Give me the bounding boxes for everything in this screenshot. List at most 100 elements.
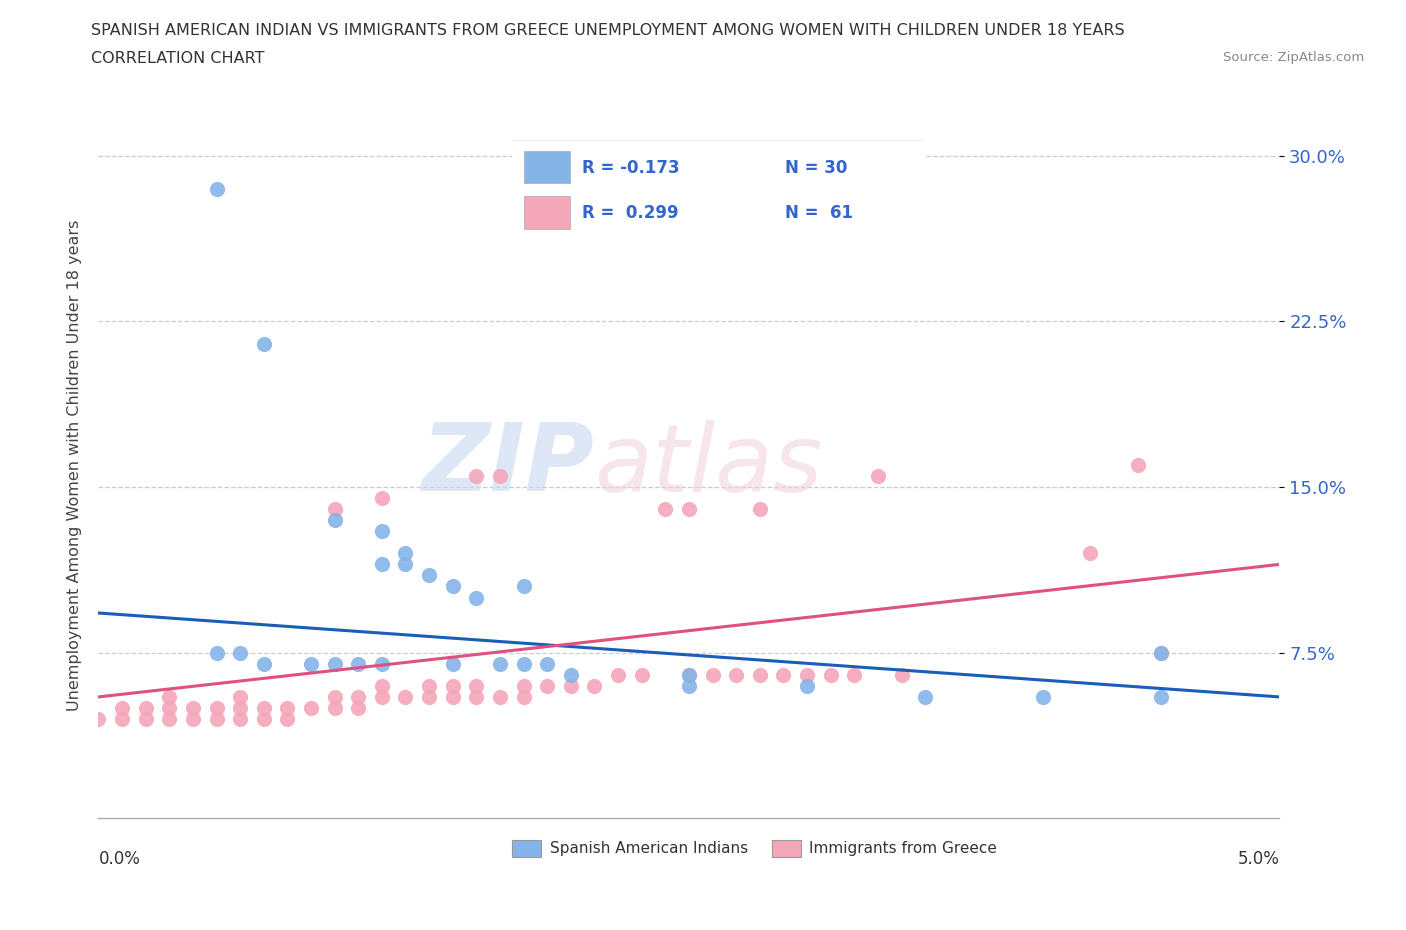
Point bbox=[1080, 546, 1102, 561]
Point bbox=[512, 679, 534, 694]
Text: CORRELATION CHART: CORRELATION CHART bbox=[91, 51, 264, 66]
Point bbox=[560, 668, 582, 683]
Point bbox=[536, 657, 558, 671]
Point bbox=[512, 657, 534, 671]
Point bbox=[796, 668, 818, 683]
Point bbox=[465, 591, 488, 605]
Point bbox=[796, 679, 818, 694]
Point bbox=[607, 668, 630, 683]
Point bbox=[205, 645, 228, 660]
FancyBboxPatch shape bbox=[772, 840, 801, 857]
Point bbox=[371, 524, 394, 538]
Point bbox=[299, 657, 322, 671]
Point bbox=[111, 700, 134, 715]
Point bbox=[748, 502, 770, 517]
Y-axis label: Unemployment Among Women with Children Under 18 years: Unemployment Among Women with Children U… bbox=[66, 219, 82, 711]
Point bbox=[111, 711, 134, 726]
Point bbox=[347, 700, 370, 715]
Point bbox=[157, 711, 180, 726]
Point bbox=[323, 700, 346, 715]
Point bbox=[418, 568, 440, 583]
Point bbox=[323, 512, 346, 527]
Point bbox=[489, 689, 512, 704]
Point bbox=[844, 668, 866, 683]
Point bbox=[181, 711, 204, 726]
Point bbox=[725, 668, 748, 683]
Point bbox=[205, 711, 228, 726]
Point bbox=[678, 668, 700, 683]
Point bbox=[394, 546, 416, 561]
Point bbox=[678, 679, 700, 694]
Point bbox=[914, 689, 936, 704]
Point bbox=[465, 689, 488, 704]
Point bbox=[465, 679, 488, 694]
Point bbox=[536, 679, 558, 694]
Point bbox=[299, 700, 322, 715]
Point bbox=[371, 491, 394, 506]
Point bbox=[890, 668, 912, 683]
Point bbox=[253, 700, 276, 715]
Point bbox=[678, 502, 700, 517]
Point bbox=[441, 579, 464, 594]
Point bbox=[1150, 645, 1173, 660]
Point bbox=[1126, 458, 1149, 472]
Point bbox=[748, 668, 770, 683]
Point bbox=[1150, 645, 1173, 660]
Point bbox=[323, 689, 346, 704]
Text: Immigrants from Greece: Immigrants from Greece bbox=[810, 842, 997, 857]
Point bbox=[323, 657, 346, 671]
Point bbox=[276, 700, 298, 715]
Text: 5.0%: 5.0% bbox=[1237, 850, 1279, 869]
Point bbox=[205, 700, 228, 715]
Point bbox=[702, 668, 724, 683]
Point bbox=[371, 679, 394, 694]
Point bbox=[87, 711, 110, 726]
Point bbox=[560, 679, 582, 694]
Point bbox=[205, 181, 228, 196]
Point bbox=[347, 689, 370, 704]
Text: 0.0%: 0.0% bbox=[98, 850, 141, 869]
Point bbox=[253, 336, 276, 351]
Text: Source: ZipAtlas.com: Source: ZipAtlas.com bbox=[1223, 51, 1364, 64]
Point bbox=[441, 679, 464, 694]
Point bbox=[489, 469, 512, 484]
Point bbox=[465, 469, 488, 484]
Point bbox=[253, 657, 276, 671]
Point bbox=[512, 689, 534, 704]
Point bbox=[371, 689, 394, 704]
Point bbox=[371, 557, 394, 572]
Point bbox=[418, 689, 440, 704]
Text: SPANISH AMERICAN INDIAN VS IMMIGRANTS FROM GREECE UNEMPLOYMENT AMONG WOMEN WITH : SPANISH AMERICAN INDIAN VS IMMIGRANTS FR… bbox=[91, 23, 1125, 38]
Text: atlas: atlas bbox=[595, 419, 823, 511]
Point bbox=[276, 711, 298, 726]
Point bbox=[229, 711, 252, 726]
Text: Spanish American Indians: Spanish American Indians bbox=[550, 842, 748, 857]
Point bbox=[820, 668, 842, 683]
Point bbox=[441, 689, 464, 704]
Point bbox=[229, 689, 252, 704]
Point bbox=[1032, 689, 1054, 704]
Point bbox=[441, 657, 464, 671]
Point bbox=[229, 700, 252, 715]
Point bbox=[229, 645, 252, 660]
FancyBboxPatch shape bbox=[512, 840, 541, 857]
Point bbox=[866, 469, 889, 484]
Point bbox=[489, 657, 512, 671]
Point bbox=[583, 679, 606, 694]
Point bbox=[157, 700, 180, 715]
Point bbox=[323, 502, 346, 517]
Point bbox=[371, 657, 394, 671]
Point bbox=[394, 689, 416, 704]
Point bbox=[772, 668, 794, 683]
Point bbox=[1150, 689, 1173, 704]
Point bbox=[394, 557, 416, 572]
Point bbox=[347, 657, 370, 671]
Point bbox=[418, 679, 440, 694]
Point bbox=[181, 700, 204, 715]
Point bbox=[678, 668, 700, 683]
Point bbox=[135, 711, 157, 726]
Point bbox=[157, 689, 180, 704]
Point bbox=[654, 502, 676, 517]
Point bbox=[135, 700, 157, 715]
Text: ZIP: ZIP bbox=[422, 419, 595, 511]
